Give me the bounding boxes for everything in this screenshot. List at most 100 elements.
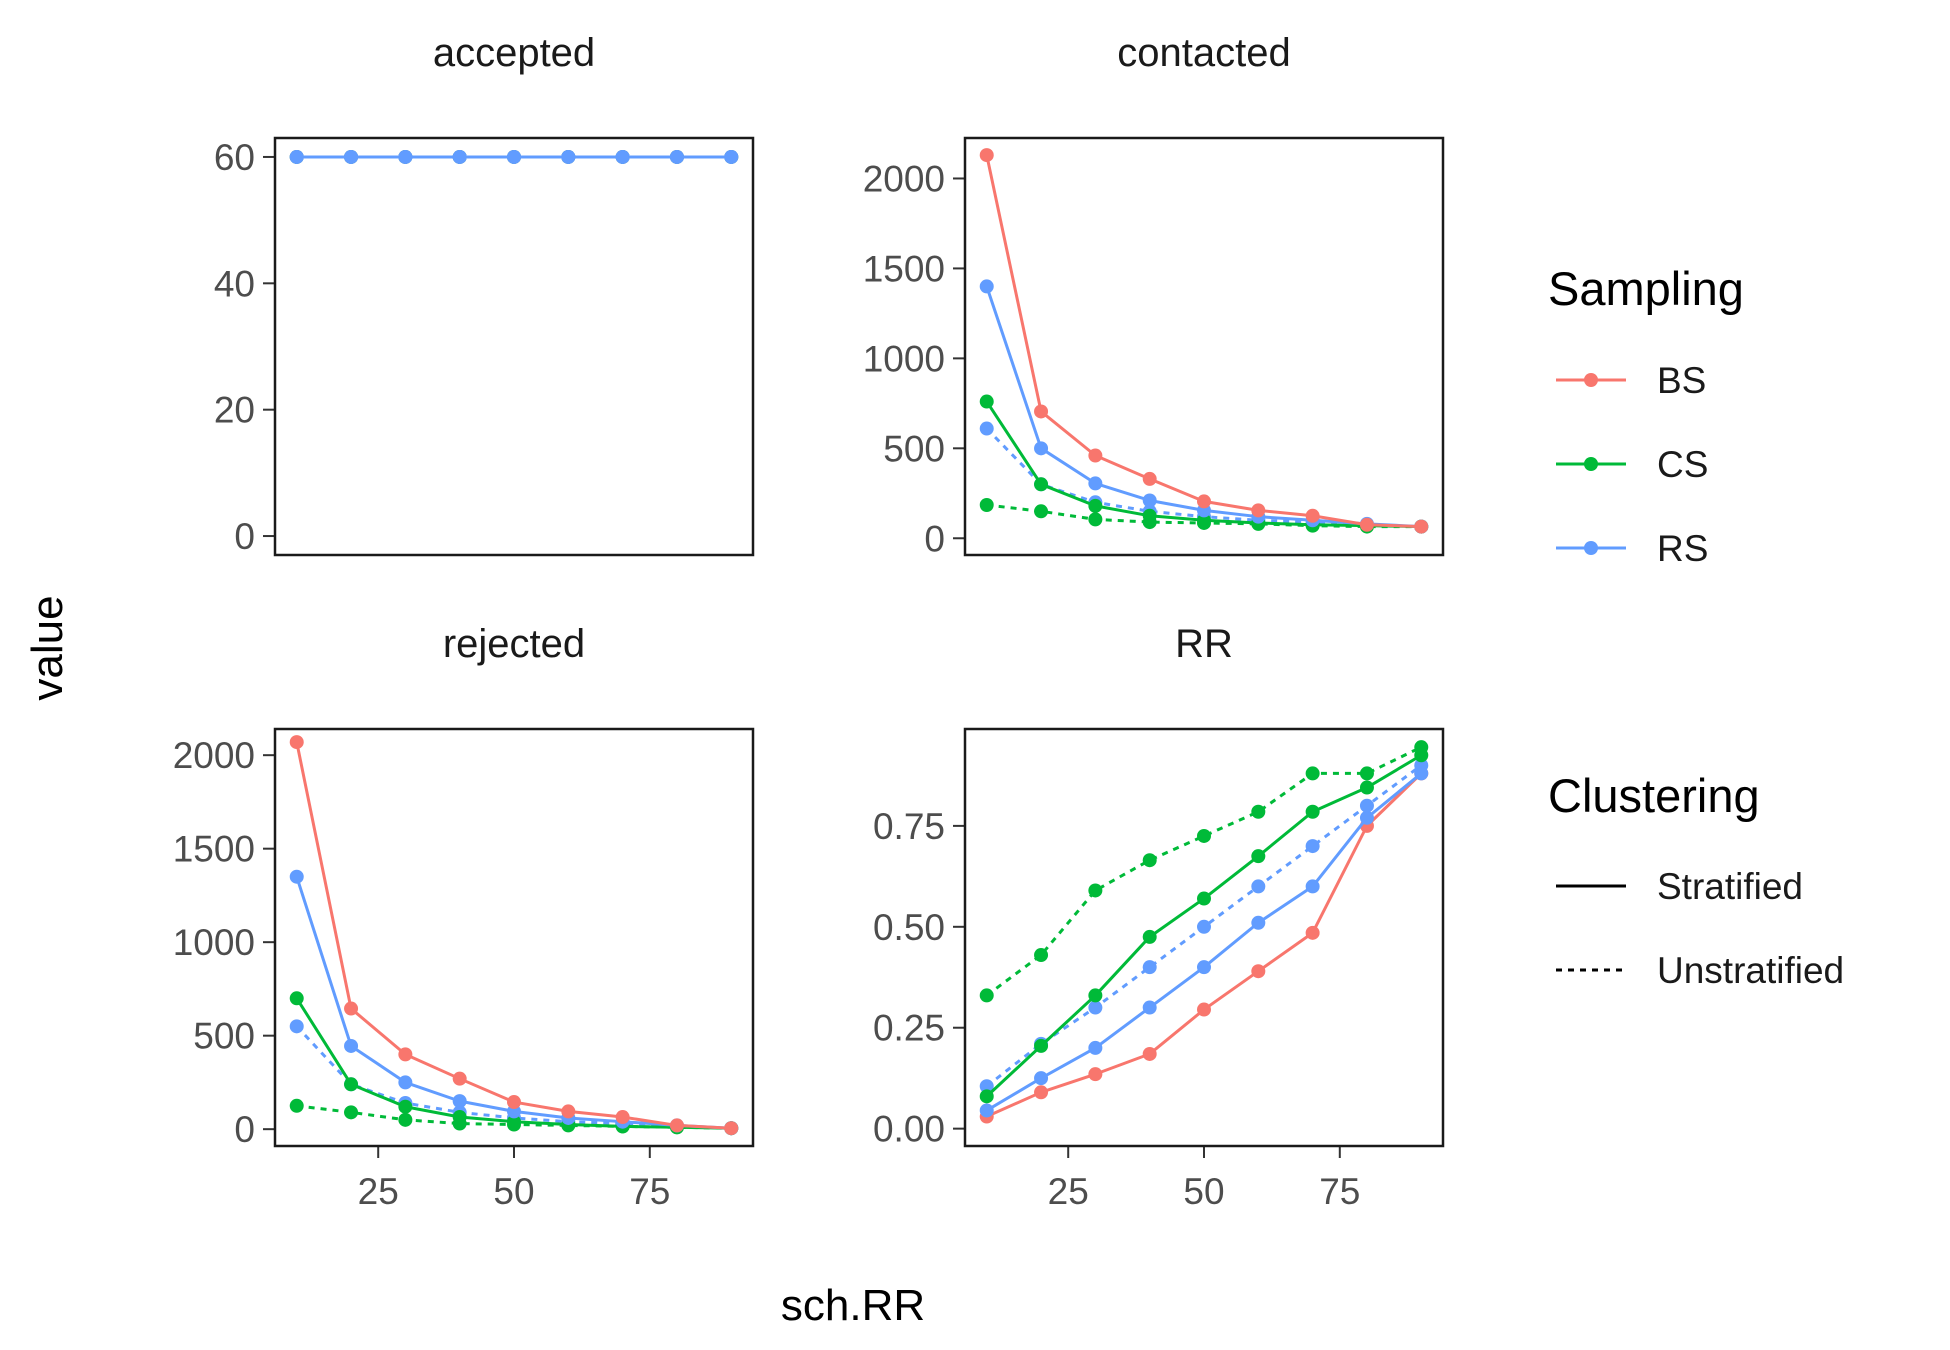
y-tick-label: 40 xyxy=(214,263,255,304)
data-point xyxy=(979,1089,994,1104)
data-point xyxy=(452,1110,467,1125)
data-point xyxy=(1305,766,1320,781)
y-tick-label: 500 xyxy=(883,428,945,469)
panel-border xyxy=(963,727,1445,1148)
data-point xyxy=(344,1038,359,1053)
data-point xyxy=(1088,1067,1103,1082)
y-tick-label: 0 xyxy=(234,516,255,557)
data-point xyxy=(1142,1046,1157,1061)
x-tick-label: 50 xyxy=(1183,1171,1224,1212)
y-tick-label: 1500 xyxy=(173,829,255,870)
data-point xyxy=(289,1098,304,1113)
data-point xyxy=(1088,883,1103,898)
legend-item-unstratified: Unstratified xyxy=(1556,950,1844,991)
legend-clustering: Clustering Stratified Unstratified xyxy=(1548,769,1844,991)
panel-title-rejected: rejected xyxy=(443,622,585,666)
data-point xyxy=(1197,494,1211,509)
legend-item-rs: RS xyxy=(1556,528,1708,569)
data-point xyxy=(398,149,413,164)
data-point xyxy=(289,735,304,750)
y-tick-label: 0 xyxy=(234,1109,255,1150)
data-point xyxy=(344,149,359,164)
data-point xyxy=(1034,1071,1049,1086)
data-point xyxy=(615,149,630,164)
panel-title-accepted: accepted xyxy=(433,31,595,75)
data-point xyxy=(1251,804,1266,819)
data-point xyxy=(289,869,304,884)
data-point xyxy=(561,149,576,164)
x-axis-label: sch.RR xyxy=(781,1281,925,1330)
data-point xyxy=(669,1118,684,1133)
y-tick-label: 0.25 xyxy=(873,1008,945,1049)
y-tick-label: 500 xyxy=(193,1016,255,1057)
data-point xyxy=(1034,441,1049,456)
data-point xyxy=(669,149,684,164)
x-tick-label: 25 xyxy=(358,1171,399,1212)
x-tick-label: 75 xyxy=(1319,1171,1360,1212)
series-cs-unstratified xyxy=(979,740,1429,1003)
y-tick-label: 60 xyxy=(214,137,255,178)
panel-title-contacted: contacted xyxy=(1117,31,1290,75)
series-rs-stratified xyxy=(289,149,739,164)
data-point xyxy=(1414,740,1429,755)
data-point xyxy=(1251,879,1266,894)
data-point xyxy=(1359,780,1374,795)
panel-rejected: rejected 0 500 1000 1500 2000 25 50 75 xyxy=(173,622,755,1212)
legend-item-bs: BS xyxy=(1556,360,1706,401)
data-point xyxy=(1305,925,1320,940)
data-point xyxy=(1359,766,1374,781)
data-point xyxy=(398,1099,413,1114)
data-point xyxy=(979,279,994,294)
legend-item-cs-label: CS xyxy=(1657,444,1708,485)
data-point xyxy=(1142,929,1157,944)
y-tick-label: 2000 xyxy=(863,158,945,199)
data-point xyxy=(1197,960,1211,975)
data-point xyxy=(979,421,994,436)
y-tick-label: 20 xyxy=(214,390,255,431)
data-point xyxy=(1197,919,1211,934)
data-point xyxy=(1034,1085,1049,1100)
y-tick-label: 0 xyxy=(924,518,945,559)
data-point xyxy=(1197,513,1211,528)
series-line xyxy=(985,154,1422,529)
data-point xyxy=(1088,448,1103,463)
series-bs-stratified xyxy=(289,735,739,1136)
data-point xyxy=(1359,517,1374,532)
data-point xyxy=(1034,477,1049,492)
data-point xyxy=(1034,504,1049,519)
series-line xyxy=(986,772,1423,1118)
data-point xyxy=(1359,810,1374,825)
x-tick-label: 75 xyxy=(629,1171,670,1212)
data-point xyxy=(1142,960,1157,975)
data-point xyxy=(979,394,994,409)
data-point xyxy=(289,149,304,164)
data-point xyxy=(1251,849,1266,864)
legend-item-stratified-label: Stratified xyxy=(1657,866,1803,907)
data-point xyxy=(1305,508,1320,523)
data-point xyxy=(561,1104,576,1119)
x-tick-label: 50 xyxy=(493,1171,534,1212)
data-point xyxy=(344,1077,359,1092)
y-tick-label: 1000 xyxy=(173,922,255,963)
data-point xyxy=(1414,519,1429,534)
data-point xyxy=(452,1094,467,1109)
panel-border xyxy=(273,136,755,557)
panel-rr: RR 0.00 0.25 0.50 0.75 25 50 75 xyxy=(873,622,1445,1212)
series-cs-stratified xyxy=(979,748,1429,1104)
data-point xyxy=(1305,879,1320,894)
data-point xyxy=(1034,1038,1049,1053)
data-point xyxy=(979,497,994,512)
data-point xyxy=(1359,798,1374,813)
y-tick-label: 0.50 xyxy=(873,907,945,948)
data-point xyxy=(1142,493,1157,508)
panel-border xyxy=(963,136,1445,557)
data-point xyxy=(1197,891,1211,906)
data-point xyxy=(979,1079,994,1094)
y-tick-label: 2000 xyxy=(173,735,255,776)
data-point xyxy=(1251,915,1266,930)
data-point xyxy=(1197,828,1211,843)
y-axis-label: value xyxy=(23,595,72,700)
data-point xyxy=(1088,498,1103,513)
series-rs-stratified xyxy=(979,766,1429,1118)
